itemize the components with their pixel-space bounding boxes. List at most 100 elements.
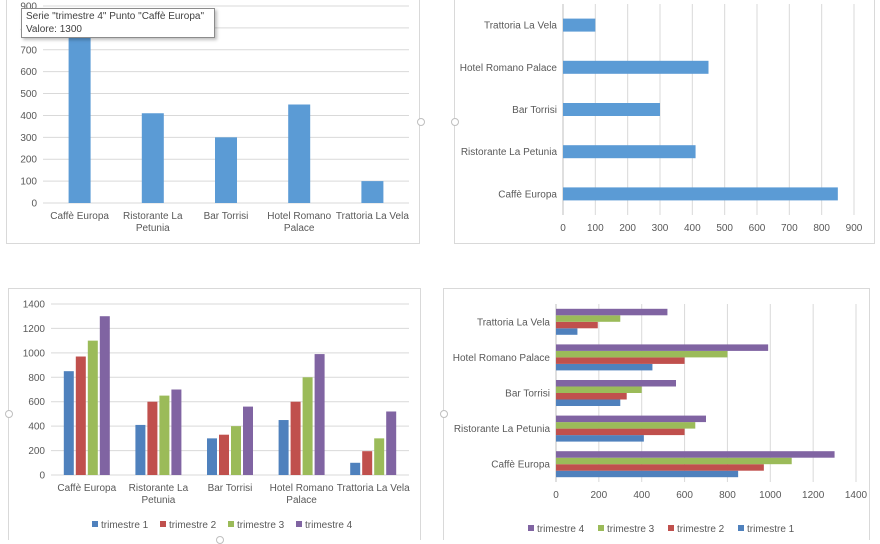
bar[interactable] bbox=[556, 464, 764, 471]
bar[interactable] bbox=[556, 451, 835, 458]
x-tick-label: 0 bbox=[560, 223, 566, 234]
y-category-label: Hotel Romano Palace bbox=[453, 353, 551, 364]
legend-label: trimestre 3 bbox=[607, 524, 655, 535]
bar[interactable] bbox=[556, 328, 578, 335]
bar[interactable] bbox=[556, 357, 685, 364]
legend-swatch bbox=[92, 521, 98, 527]
bar[interactable] bbox=[231, 426, 241, 475]
x-tick-label: 600 bbox=[749, 223, 766, 234]
y-category-label: Caffè Europa bbox=[498, 189, 557, 200]
bar[interactable] bbox=[171, 389, 182, 476]
legend-swatch bbox=[160, 521, 166, 527]
x-category-label: Hotel Romano bbox=[270, 483, 334, 494]
tooltip-value: Valore: 1300 bbox=[26, 24, 82, 35]
chart-panel-2[interactable]: 0 100 200 300 400 500 600 700 800 900 Caffè Europa… bbox=[454, 0, 875, 244]
y-tick-label: 300 bbox=[20, 133, 37, 144]
bar[interactable] bbox=[556, 470, 739, 478]
bar[interactable] bbox=[563, 60, 709, 74]
bar[interactable] bbox=[215, 137, 237, 203]
bar[interactable] bbox=[556, 380, 676, 387]
y-tick-label: 1000 bbox=[23, 348, 46, 359]
bar[interactable] bbox=[563, 18, 596, 32]
bar[interactable] bbox=[290, 401, 301, 475]
y-category-label: Ristorante La Petunia bbox=[461, 147, 558, 158]
bar[interactable] bbox=[288, 104, 311, 204]
bar[interactable] bbox=[361, 181, 384, 203]
legend-swatch bbox=[738, 525, 744, 531]
x-tick-label: 700 bbox=[781, 223, 798, 234]
x-tick-label: 200 bbox=[591, 490, 608, 501]
bar[interactable] bbox=[556, 315, 621, 322]
bar[interactable] bbox=[63, 371, 74, 475]
bar[interactable] bbox=[556, 422, 696, 429]
x-category-label: Petunia bbox=[136, 223, 170, 234]
bar[interactable] bbox=[556, 393, 627, 400]
bar[interactable] bbox=[556, 350, 728, 358]
chart-panel-3[interactable]: 0 200 400 600 800 1000 1200 1400 Caffè Europa Ris… bbox=[8, 288, 421, 540]
resize-handle-right-lower[interactable] bbox=[440, 410, 448, 418]
x-tick-label: 200 bbox=[619, 223, 636, 234]
y-category-label: Caffè Europa bbox=[491, 460, 550, 471]
resize-handle-left-lower[interactable] bbox=[5, 410, 13, 418]
bar[interactable] bbox=[556, 363, 653, 371]
bar[interactable] bbox=[350, 462, 361, 475]
legend-label: trimestre 4 bbox=[305, 520, 353, 531]
legend-label: trimestre 4 bbox=[537, 524, 585, 535]
x-tick-label: 1400 bbox=[845, 490, 868, 501]
legend-label: trimestre 1 bbox=[747, 524, 795, 535]
x-tick-label: 100 bbox=[587, 223, 604, 234]
y-tick-label: 100 bbox=[20, 177, 37, 188]
bar[interactable] bbox=[362, 451, 373, 475]
bar[interactable] bbox=[207, 438, 217, 475]
chart-panel-4[interactable]: 0 200 400 600 800 1000 1200 1400 Caffè Europa Ris… bbox=[443, 288, 870, 540]
bar[interactable] bbox=[68, 16, 91, 204]
bar[interactable] bbox=[563, 103, 660, 116]
bar[interactable] bbox=[87, 340, 98, 475]
x-category-label: Trattoria La Vela bbox=[336, 211, 409, 222]
bar[interactable] bbox=[141, 113, 164, 203]
y-tick-label: 600 bbox=[20, 67, 37, 78]
y-category-label: Ristorante La Petunia bbox=[454, 424, 551, 435]
x-category-label: Trattoria La Vela bbox=[337, 483, 410, 494]
x-tick-label: 600 bbox=[676, 490, 693, 501]
bar[interactable] bbox=[374, 438, 385, 475]
x-category-label: Petunia bbox=[141, 495, 175, 506]
legend-label: trimestre 3 bbox=[237, 520, 285, 531]
bar[interactable] bbox=[99, 316, 110, 475]
bar[interactable] bbox=[563, 145, 696, 159]
bar[interactable] bbox=[556, 428, 685, 436]
bar[interactable] bbox=[556, 435, 644, 442]
bar[interactable] bbox=[219, 434, 229, 475]
resize-handle-bottom[interactable] bbox=[216, 536, 224, 544]
y-tick-label: 800 bbox=[28, 373, 45, 384]
x-tick-label: 400 bbox=[684, 223, 701, 234]
bar[interactable] bbox=[302, 377, 313, 475]
bar[interactable] bbox=[314, 354, 325, 475]
x-category-label: Palace bbox=[284, 223, 315, 234]
y-category-label: Bar Torrisi bbox=[505, 389, 550, 400]
bar[interactable] bbox=[147, 401, 158, 475]
x-tick-label: 800 bbox=[813, 223, 830, 234]
bar[interactable] bbox=[556, 321, 598, 329]
bar[interactable] bbox=[278, 420, 289, 475]
y-tick-label: 400 bbox=[20, 111, 37, 122]
bar[interactable] bbox=[556, 457, 792, 465]
bar[interactable] bbox=[556, 415, 706, 423]
bar[interactable] bbox=[556, 399, 621, 407]
legend-swatch bbox=[598, 525, 604, 531]
y-category-label: Hotel Romano Palace bbox=[460, 63, 558, 74]
bar[interactable] bbox=[159, 395, 170, 475]
bar[interactable] bbox=[135, 424, 146, 475]
bar[interactable] bbox=[386, 411, 397, 475]
bar[interactable] bbox=[243, 406, 253, 475]
x-category-label: Caffè Europa bbox=[57, 483, 116, 494]
resize-handle-left[interactable] bbox=[451, 118, 459, 126]
bar[interactable] bbox=[563, 187, 838, 201]
bar[interactable] bbox=[556, 308, 668, 316]
x-tick-label: 500 bbox=[716, 223, 733, 234]
bar[interactable] bbox=[556, 344, 769, 351]
bar[interactable] bbox=[556, 386, 642, 394]
bar[interactable] bbox=[75, 356, 86, 475]
resize-handle-right[interactable] bbox=[417, 118, 425, 126]
